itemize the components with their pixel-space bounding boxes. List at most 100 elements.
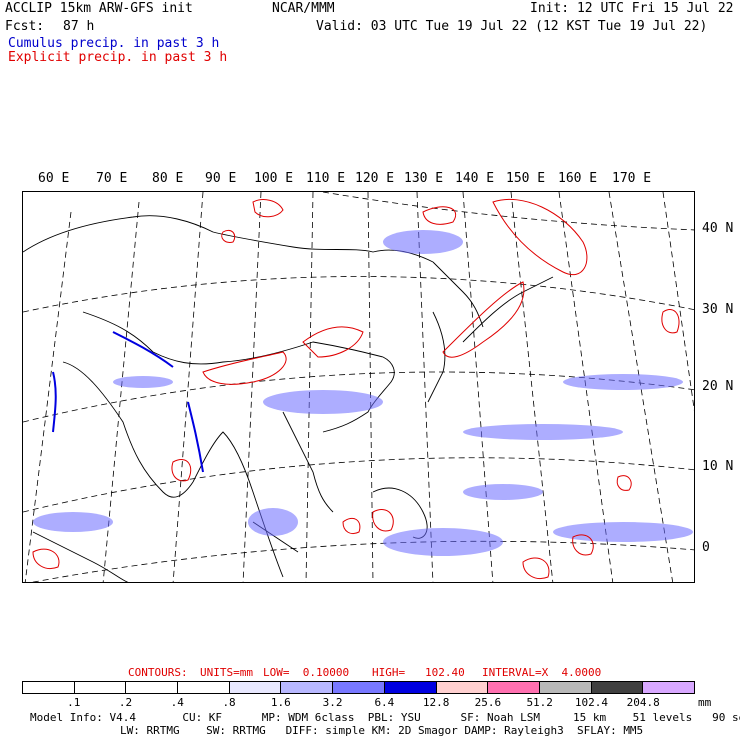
precip-area <box>463 484 543 500</box>
lon-label: 110 E <box>306 171 346 186</box>
colorbar-box <box>436 682 489 693</box>
legend-cumulus: Cumulus precip. in past 3 h <box>8 36 220 51</box>
lon-label: 90 E <box>205 171 237 186</box>
meridian-line <box>172 192 204 582</box>
colorbar-box <box>384 682 437 693</box>
colorbar-tick-label: 3.2 <box>322 696 343 709</box>
precip-band <box>112 331 174 368</box>
precip-band <box>52 371 57 433</box>
lon-label: 120 E <box>355 171 395 186</box>
lon-label: 140 E <box>455 171 495 186</box>
lat-label: 40 N <box>702 221 734 236</box>
coast-line <box>62 361 194 498</box>
lat-label: 10 N <box>702 459 734 474</box>
colorbar-tick-label: 6.4 <box>374 696 395 709</box>
precip-contour <box>492 198 588 276</box>
colorbar-tick-label: 1.6 <box>270 696 291 709</box>
meridian-line <box>462 192 494 582</box>
colorbar-box <box>333 682 385 693</box>
precip-area <box>33 512 113 532</box>
precip-band <box>187 401 204 473</box>
precip-area <box>383 230 463 254</box>
meridian-line <box>662 192 694 411</box>
meridian-line <box>608 192 674 582</box>
colorbar-box <box>488 682 540 693</box>
contours-label: CONTOURS: <box>128 666 188 679</box>
init-time: Init: 12 UTC Fri 15 Jul 22 <box>530 1 734 16</box>
colorbar-box <box>539 682 592 693</box>
meridian-line <box>305 192 314 582</box>
border-line <box>82 311 384 365</box>
meridian-line <box>102 201 140 582</box>
units-label: UNITS=mm <box>200 666 253 679</box>
forecast-label: Fcst: <box>5 19 45 34</box>
precip-contour <box>302 326 364 358</box>
border-line <box>23 215 434 263</box>
colorbar-tick-label: .1 <box>67 696 81 709</box>
colorbar <box>22 681 695 694</box>
explicit-precip-contours <box>32 198 680 579</box>
parallel-line <box>23 276 694 313</box>
colorbar-box <box>643 682 694 693</box>
meridian-line <box>242 192 262 582</box>
lat-label: 0 <box>702 540 710 555</box>
forecast-hours: 87 h <box>63 19 95 34</box>
lon-label: 130 E <box>404 171 444 186</box>
parallel-line <box>31 540 694 582</box>
colorbar-box <box>126 682 179 693</box>
colorbar-box <box>74 682 127 693</box>
colorbar-tick-label: 204.8 <box>626 696 660 709</box>
precip-area <box>248 508 298 536</box>
colorbar-tick-label: .2 <box>118 696 133 709</box>
precip-contour <box>661 309 680 334</box>
coast-line <box>322 356 395 433</box>
precip-contour <box>252 199 284 218</box>
lon-label: 170 E <box>612 171 652 186</box>
precip-contour <box>572 534 594 556</box>
meridian-line <box>416 192 434 582</box>
precip-area <box>113 376 173 388</box>
lon-label: 160 E <box>558 171 598 186</box>
precip-area <box>463 424 623 440</box>
cumulus-heavy <box>52 331 204 473</box>
coastlines <box>23 215 554 582</box>
colorbar-tick-label: 51.2 <box>526 696 553 709</box>
meridian-line <box>558 192 614 582</box>
lat-label: 30 N <box>702 302 734 317</box>
map-panel[interactable] <box>22 191 695 583</box>
lon-label: 70 E <box>96 171 128 186</box>
model-title: ACCLIP 15km ARW-GFS init <box>5 1 193 16</box>
lon-label: 60 E <box>38 171 70 186</box>
precip-contour <box>32 548 60 569</box>
precip-contour <box>372 509 394 532</box>
island-outline <box>32 531 129 582</box>
precip-area <box>563 374 683 390</box>
border-line <box>432 261 484 328</box>
island-outline <box>462 276 554 343</box>
model-info-line2: LW: RRTMG SW: RRTMG DIFF: simple KM: 2D … <box>120 724 644 737</box>
low-label: LOW= 0.10000 <box>263 666 350 679</box>
meridian-line <box>24 211 72 582</box>
precip-contour <box>342 517 361 535</box>
lon-label: 150 E <box>506 171 546 186</box>
legend-explicit: Explicit precip. in past 3 h <box>8 50 228 65</box>
colorbar-unit: mm <box>698 696 712 709</box>
lat-label: 20 N <box>702 379 734 394</box>
colorbar-box <box>178 682 230 693</box>
colorbar-tick-label: .4 <box>170 696 184 709</box>
precip-contour <box>221 229 236 243</box>
colorbar-box <box>229 682 282 693</box>
precip-contour <box>422 206 456 225</box>
precip-contour <box>171 459 192 482</box>
cumulus-precip-areas <box>33 230 693 556</box>
colorbar-tick-label: 25.6 <box>474 696 502 709</box>
precip-contour <box>202 351 287 385</box>
organization-label: NCAR/MMM <box>272 1 335 16</box>
precip-area <box>383 528 503 556</box>
lon-label: 80 E <box>152 171 184 186</box>
meridian-line <box>510 192 554 582</box>
precip-contour <box>442 281 525 358</box>
lon-label: 100 E <box>254 171 294 186</box>
precip-area <box>263 390 383 414</box>
map-canvas <box>23 192 694 582</box>
